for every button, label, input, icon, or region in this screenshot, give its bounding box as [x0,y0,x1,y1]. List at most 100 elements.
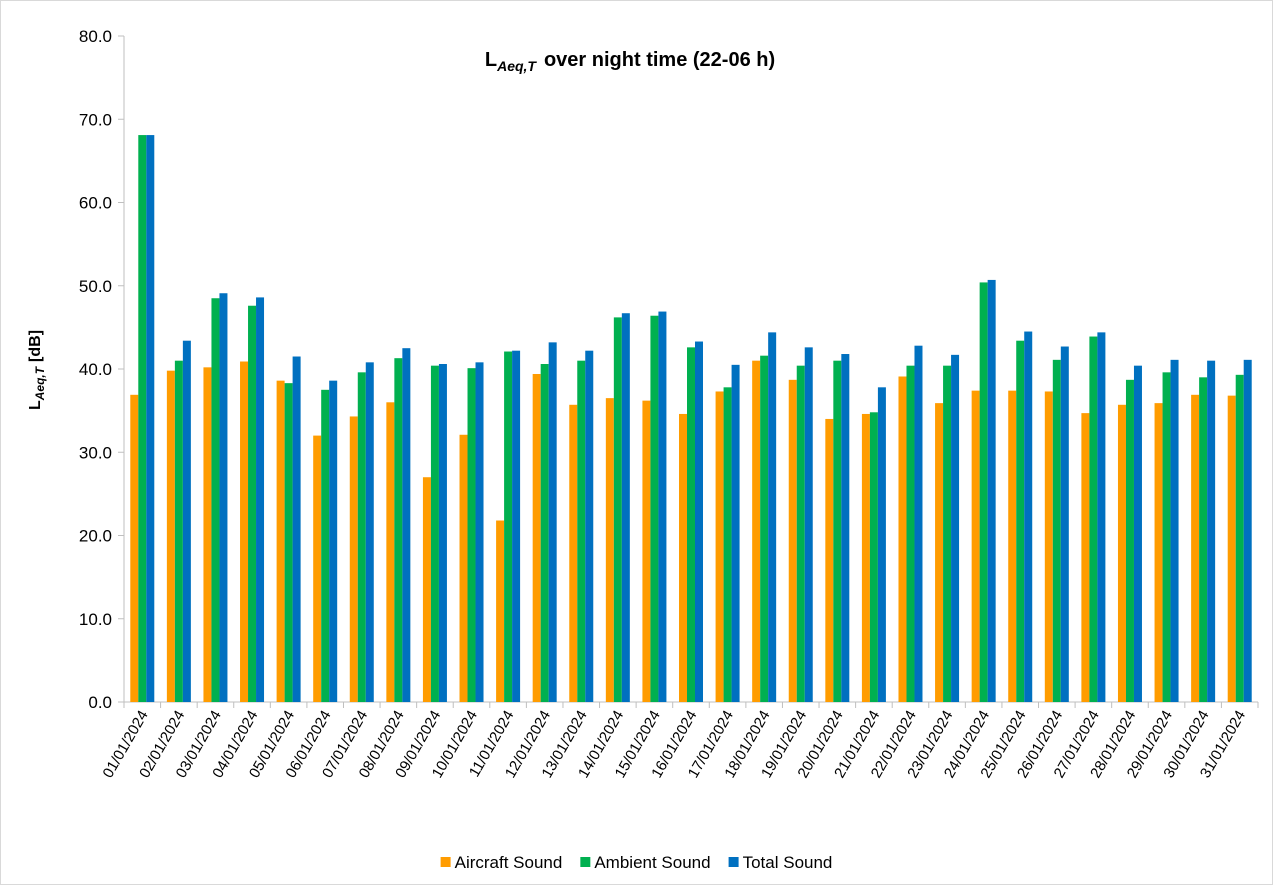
bar [256,297,265,702]
y-tick-label: 40.0 [79,360,112,379]
bar [914,345,923,702]
y-tick-label: 10.0 [79,610,112,629]
bar [658,311,667,702]
bar [804,347,813,702]
bar [1081,413,1090,702]
bar [1117,404,1126,702]
title-text: over night time (22-06 h) [544,49,775,71]
bar [1191,394,1200,702]
legend-label: Ambient Sound [594,853,710,872]
bar [1089,336,1098,702]
bar [475,362,484,702]
bar [1207,360,1216,702]
bar [130,394,139,702]
bar [313,435,322,702]
bar [796,365,805,702]
bar [422,477,431,702]
y-label-text: [dB] [27,330,44,362]
bar [467,368,476,702]
bar [459,434,468,702]
bar [1044,391,1053,702]
bar [869,412,878,702]
bar [1243,359,1252,702]
bar [438,364,447,702]
title-subscript: Aeq,T [496,58,537,74]
bar [1097,332,1106,702]
bar [1235,374,1244,702]
bar [386,402,395,702]
title-base: L [485,49,497,71]
bar [532,373,541,702]
bar [841,354,850,702]
y-tick-label: 30.0 [79,443,112,462]
bar [1154,403,1163,702]
bar [1008,390,1017,702]
y-label-subscript: Aeq,T [33,365,47,401]
bar [723,387,732,702]
bar [1162,372,1171,702]
bar [935,403,944,702]
bar [1170,359,1179,702]
bar [650,315,659,702]
bar [833,360,842,702]
y-tick-label: 20.0 [79,527,112,546]
bar [1060,346,1069,702]
legend-label: Aircraft Sound [455,853,563,872]
bar [329,380,338,702]
bar [788,379,797,702]
bar [1227,395,1236,702]
bar [679,413,687,702]
bar [182,340,191,702]
bar [512,350,521,702]
bar [211,298,220,702]
bar [349,416,358,702]
bar [276,380,285,702]
bar [402,348,411,702]
bar [496,520,505,702]
bar [321,389,330,702]
bar [613,317,622,702]
legend-swatch [580,857,591,867]
bar [898,376,907,702]
bar [695,341,703,702]
bar [979,282,988,702]
bar [687,347,695,702]
y-axis-label: LAeq,T [dB] [27,330,47,410]
bar [430,365,439,702]
y-tick-label: 60.0 [79,194,112,213]
bar [1125,379,1134,702]
bar [504,351,513,702]
bar [540,364,549,702]
chart-title: LAeq,T over night time (22-06 h) [485,49,775,74]
bar [861,413,870,702]
bar [752,360,761,702]
y-tick-label: 0.0 [88,693,112,712]
legend-label: Total Sound [743,853,833,872]
bar [248,305,257,702]
bar [1016,340,1025,702]
bar [760,355,769,702]
bar [825,418,834,702]
bar [906,365,915,702]
bar [146,135,155,702]
bar [569,404,578,702]
y-tick-label: 70.0 [79,110,112,129]
bar [877,387,886,702]
legend-swatch [728,857,739,867]
bar [203,367,212,702]
legend-swatch [440,857,451,867]
bar [987,279,996,702]
bar [357,372,366,702]
bar [621,313,630,702]
bar [219,293,228,702]
bar [768,332,777,702]
bar [971,390,980,702]
bar [548,342,557,702]
bar [951,354,960,702]
bar [585,350,594,702]
bar [365,362,374,702]
bar [240,361,249,702]
bar [715,391,724,702]
y-tick-label: 80.0 [79,27,112,46]
